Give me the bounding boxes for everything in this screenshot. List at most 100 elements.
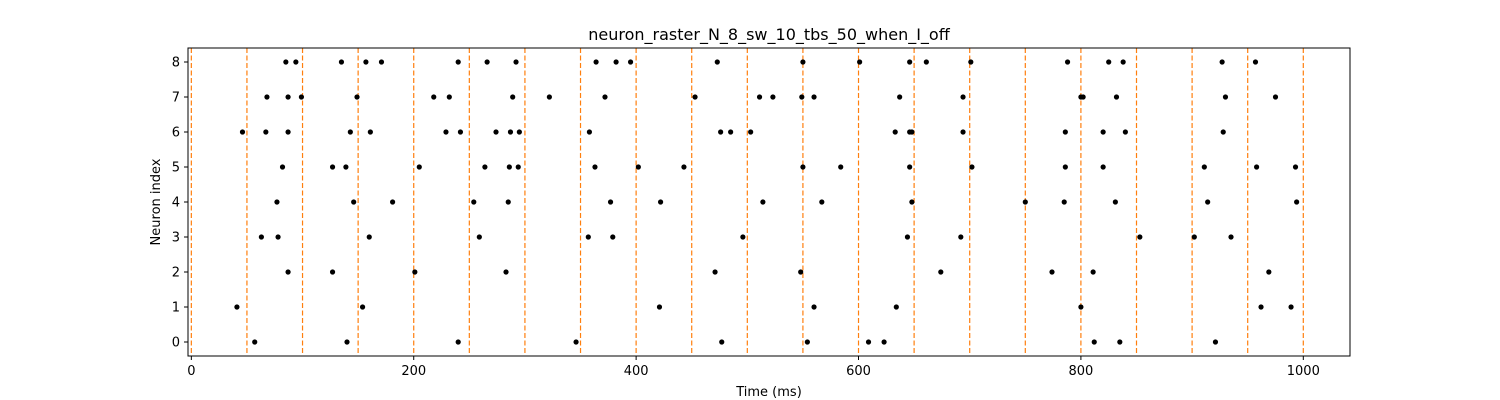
spike-point	[298, 94, 305, 100]
spike-point	[239, 129, 246, 135]
spike-point	[657, 199, 664, 205]
spike-point	[592, 164, 598, 170]
spike-point	[1205, 199, 1211, 205]
spike-point	[969, 164, 975, 170]
spike-point	[1137, 234, 1143, 240]
spike-point	[1228, 234, 1234, 240]
spike-point	[865, 339, 872, 345]
spike-point	[607, 199, 614, 205]
spike-point	[681, 164, 687, 170]
spike-point	[1219, 59, 1225, 65]
y-axis-ticks: 0 1 2 3 4 5 6 7 8	[172, 56, 188, 351]
spike-point	[770, 94, 776, 100]
spike-point	[351, 199, 357, 205]
spike-point	[728, 129, 734, 135]
spike-point	[938, 269, 944, 275]
spike-point	[923, 59, 929, 65]
spike-point	[285, 129, 291, 135]
spike-point	[718, 129, 724, 135]
spike-point	[507, 129, 514, 135]
x-tick-label: 1000	[1287, 364, 1320, 379]
spike-point	[274, 199, 280, 205]
spike-point	[1062, 164, 1068, 170]
spike-point	[819, 199, 825, 205]
spike-point	[1220, 129, 1226, 135]
x-tick-label: 800	[1068, 364, 1093, 379]
spike-point	[1091, 339, 1097, 345]
x-axis-label: Time (ms)	[735, 385, 802, 400]
y-tick-label: 6	[172, 126, 180, 141]
spike-point	[412, 269, 418, 275]
spike-point	[476, 234, 482, 240]
spike-point	[804, 339, 810, 345]
spike-point	[857, 59, 863, 65]
spike-point	[1022, 199, 1028, 205]
spike-point	[234, 304, 240, 310]
spike-point	[1292, 164, 1299, 170]
spike-point	[275, 234, 281, 240]
spike-point	[390, 199, 396, 205]
spike-point	[482, 164, 488, 170]
spike-point	[546, 94, 552, 100]
spike-point	[904, 234, 911, 240]
spike-point	[712, 269, 718, 275]
spike-point	[1212, 339, 1219, 345]
spike-point	[329, 164, 336, 170]
spike-point	[1113, 94, 1120, 100]
spike-point	[1252, 59, 1259, 65]
spike-point	[800, 164, 806, 170]
spike-point	[285, 94, 291, 100]
spike-point	[484, 59, 490, 65]
spike-point	[881, 339, 887, 345]
spike-point	[586, 129, 593, 135]
spike-point	[1100, 129, 1106, 135]
stimulus-lines	[190, 48, 1304, 356]
spike-point	[366, 234, 372, 240]
spike-point	[893, 304, 899, 310]
spike-point	[516, 129, 522, 135]
spike-point	[656, 304, 663, 310]
spike-point	[1122, 129, 1128, 135]
spike-point	[573, 339, 579, 345]
x-tick-label: 0	[187, 364, 195, 379]
spike-point	[443, 129, 449, 135]
spike-point	[692, 94, 698, 100]
spike-point	[457, 129, 464, 135]
spike-point	[283, 59, 289, 65]
spike-point	[635, 164, 641, 170]
spike-point	[740, 234, 746, 240]
spike-point	[1100, 164, 1106, 170]
spike-point	[719, 339, 725, 345]
spike-point	[798, 269, 804, 275]
spike-point	[344, 339, 350, 345]
spike-point	[1064, 59, 1071, 65]
spike-point	[252, 339, 258, 345]
spike-point	[263, 129, 269, 135]
spike-point	[1258, 304, 1264, 310]
x-tick-label: 200	[401, 364, 426, 379]
spike-point	[1288, 304, 1294, 310]
spike-point	[343, 164, 349, 170]
spike-point	[1106, 59, 1112, 65]
y-tick-label: 5	[172, 161, 180, 176]
spike-point	[455, 59, 461, 65]
spike-point	[416, 164, 422, 170]
spike-point	[1272, 94, 1279, 100]
spike-point	[610, 234, 616, 240]
spike-point	[506, 164, 512, 170]
spike-point	[431, 94, 437, 100]
spike-point	[1078, 304, 1084, 310]
spike-point	[329, 269, 336, 275]
spike-point	[493, 129, 499, 135]
y-tick-label: 4	[172, 196, 180, 211]
spike-point	[1062, 129, 1068, 135]
spike-point	[714, 59, 720, 65]
spike-point	[958, 234, 964, 240]
spike-point	[1294, 199, 1300, 205]
spike-point	[285, 269, 291, 275]
spike-point	[293, 59, 299, 65]
spike-point	[897, 94, 903, 100]
spike-point	[1080, 94, 1086, 100]
spike-point	[800, 59, 806, 65]
y-axis-label: Neuron index	[149, 158, 164, 245]
